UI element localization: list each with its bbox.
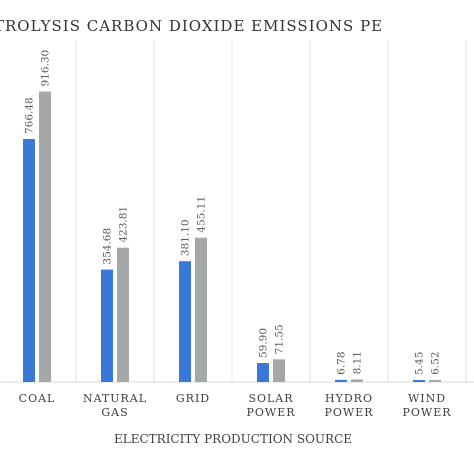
data-label: 8.11 <box>352 351 364 374</box>
bar <box>335 379 347 382</box>
bar <box>101 269 113 382</box>
category-label: WIND <box>408 392 446 405</box>
category-label: GAS <box>101 406 128 419</box>
category-label: POWER <box>246 406 295 419</box>
bar <box>429 379 441 382</box>
gridlines <box>75 40 467 382</box>
bars <box>23 91 441 382</box>
bar <box>39 91 51 382</box>
category-label: POWER <box>402 406 451 419</box>
bar <box>23 139 35 382</box>
bar <box>195 237 207 382</box>
data-label: 6.52 <box>430 352 442 375</box>
bar <box>117 247 129 382</box>
category-label: POWER <box>324 406 373 419</box>
bar <box>179 261 191 382</box>
chart-title: TROLYSIS CARBON DIOXIDE EMISSIONS PE <box>0 17 383 35</box>
data-label: 6.78 <box>336 351 348 374</box>
data-label: 766.48 <box>24 97 36 134</box>
data-label: 354.68 <box>102 228 114 265</box>
bar <box>257 363 269 382</box>
data-label: 71.55 <box>274 324 286 354</box>
data-label: 423.81 <box>118 206 130 243</box>
category-label: GRID <box>176 392 210 405</box>
bar <box>351 379 363 382</box>
category-label: COAL <box>19 392 56 405</box>
x-axis-title: ELECTRICITY PRODUCTION SOURCE <box>114 432 352 446</box>
data-labels: 766.48 916.30 354.68 423.81 381.10 455.11 59.9… <box>24 50 442 375</box>
bar <box>413 380 425 382</box>
data-label: 5.45 <box>414 352 426 375</box>
category-label: HYDRO <box>325 392 373 405</box>
data-label: 916.30 <box>40 50 52 87</box>
data-label: 381.10 <box>180 219 192 256</box>
data-label: 455.11 <box>196 196 208 233</box>
bar <box>273 359 285 382</box>
category-label: SOLAR <box>248 392 293 405</box>
category-label: NATURAL <box>83 392 147 405</box>
data-label: 59.90 <box>258 328 270 358</box>
